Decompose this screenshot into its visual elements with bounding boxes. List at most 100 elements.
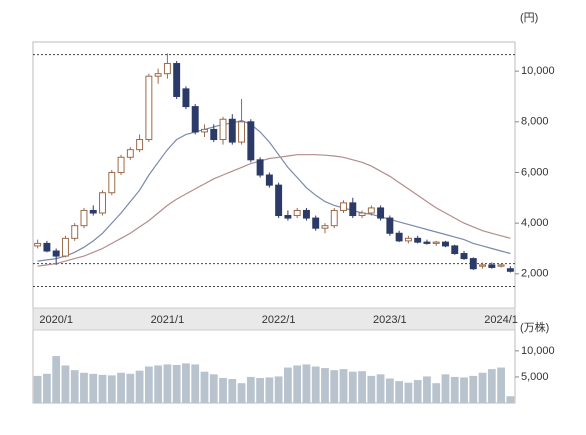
volume-bar	[385, 378, 394, 403]
candle-body	[154, 73, 162, 77]
volume-bar	[43, 373, 51, 403]
candle-body	[173, 63, 181, 97]
candle-body	[117, 156, 125, 173]
candle-body	[163, 63, 171, 75]
candle-body	[377, 207, 385, 219]
volume-bar	[209, 374, 218, 403]
candle-body	[330, 209, 338, 227]
volume-bar	[219, 377, 227, 403]
volume-bar	[487, 369, 496, 403]
candle-body	[497, 264, 505, 267]
candle-body	[395, 232, 403, 242]
volume-bar	[89, 373, 98, 403]
volume-bar	[163, 364, 172, 403]
volume-bar	[395, 381, 404, 403]
volume-bar	[367, 375, 376, 403]
candle-body	[404, 237, 412, 242]
volume-bar	[321, 368, 329, 403]
volume-bar	[126, 373, 135, 403]
candle-body	[89, 209, 97, 214]
volume-bar	[506, 396, 515, 403]
candle-body	[219, 118, 227, 141]
candle-body	[469, 258, 477, 270]
candle-body	[349, 202, 357, 217]
candle-body	[80, 209, 88, 227]
volume-bar	[200, 371, 209, 403]
volume-bar	[478, 372, 487, 403]
candle-body	[136, 139, 144, 151]
candle-body	[414, 237, 422, 243]
volume-tick-label: 5,000	[521, 371, 549, 383]
candle-body	[256, 159, 264, 176]
candle-body	[340, 202, 347, 211]
candle-body	[71, 225, 79, 239]
volume-bar	[339, 369, 348, 403]
volume-bar	[172, 364, 181, 403]
candle-body	[432, 241, 440, 244]
volume-bar	[450, 376, 459, 403]
volume-bar	[70, 370, 79, 403]
volume-bar	[469, 375, 478, 403]
candle-body	[488, 264, 496, 268]
candle-body	[191, 106, 199, 133]
volume-bar	[358, 371, 366, 403]
candle-body	[284, 215, 292, 219]
candle-body	[43, 242, 51, 252]
y-tick-label: 2,000	[521, 268, 549, 280]
candle-body	[358, 212, 366, 217]
volume-bar	[441, 374, 450, 403]
volume-bar	[191, 364, 200, 403]
volume-bar	[376, 374, 385, 403]
volume-bar	[154, 365, 163, 403]
candle-body	[210, 128, 218, 141]
volume-bar	[144, 366, 153, 403]
candle-body	[386, 217, 394, 234]
volume-bar	[135, 370, 144, 403]
volume-unit: (万株)	[520, 320, 549, 334]
candle-body	[442, 241, 449, 247]
candle-body	[265, 174, 273, 186]
volume-bar	[274, 376, 283, 403]
x-tick-label: 2021/1	[151, 314, 185, 326]
candle-body	[126, 149, 134, 158]
volume-bar	[237, 383, 246, 403]
candle-body	[99, 192, 106, 214]
volume-bar	[302, 364, 311, 403]
y-tick-label: 10,000	[521, 65, 555, 77]
volume-bar	[33, 375, 42, 403]
volume-bar	[293, 365, 302, 403]
volume-bar	[404, 382, 413, 403]
volume-bar	[423, 376, 431, 403]
volume-bar	[246, 376, 255, 403]
x-tick-label: 2020/1	[39, 314, 73, 326]
candle-body	[312, 217, 320, 229]
price-unit: (円)	[520, 12, 538, 24]
volume-bar	[330, 370, 339, 403]
volume-bar	[265, 377, 274, 403]
volume-bar	[256, 377, 264, 403]
candle-body	[228, 118, 236, 143]
volume-bar	[52, 356, 61, 403]
candle-body	[247, 121, 255, 161]
candle-body	[275, 184, 283, 217]
volume-bar	[460, 377, 468, 403]
candle-body	[52, 250, 60, 257]
y-tick-label: 6,000	[521, 166, 549, 178]
volume-bar	[432, 383, 441, 403]
y-tick-label: 8,000	[521, 116, 549, 128]
volume-tick-label: 10,000	[521, 345, 555, 357]
y-tick-label: 4,000	[521, 217, 549, 229]
candle-body	[293, 209, 301, 217]
candle-body	[201, 128, 208, 133]
candle-body	[506, 268, 514, 272]
candle-body	[367, 207, 375, 214]
candle-body	[108, 171, 116, 194]
volume-bar	[107, 375, 116, 403]
volume-bar	[284, 367, 292, 403]
candle-body	[34, 242, 42, 247]
volume-bar	[61, 365, 70, 403]
candle-body	[321, 225, 329, 229]
x-tick-label: 2024/1	[484, 314, 518, 326]
volume-bar	[228, 379, 237, 403]
